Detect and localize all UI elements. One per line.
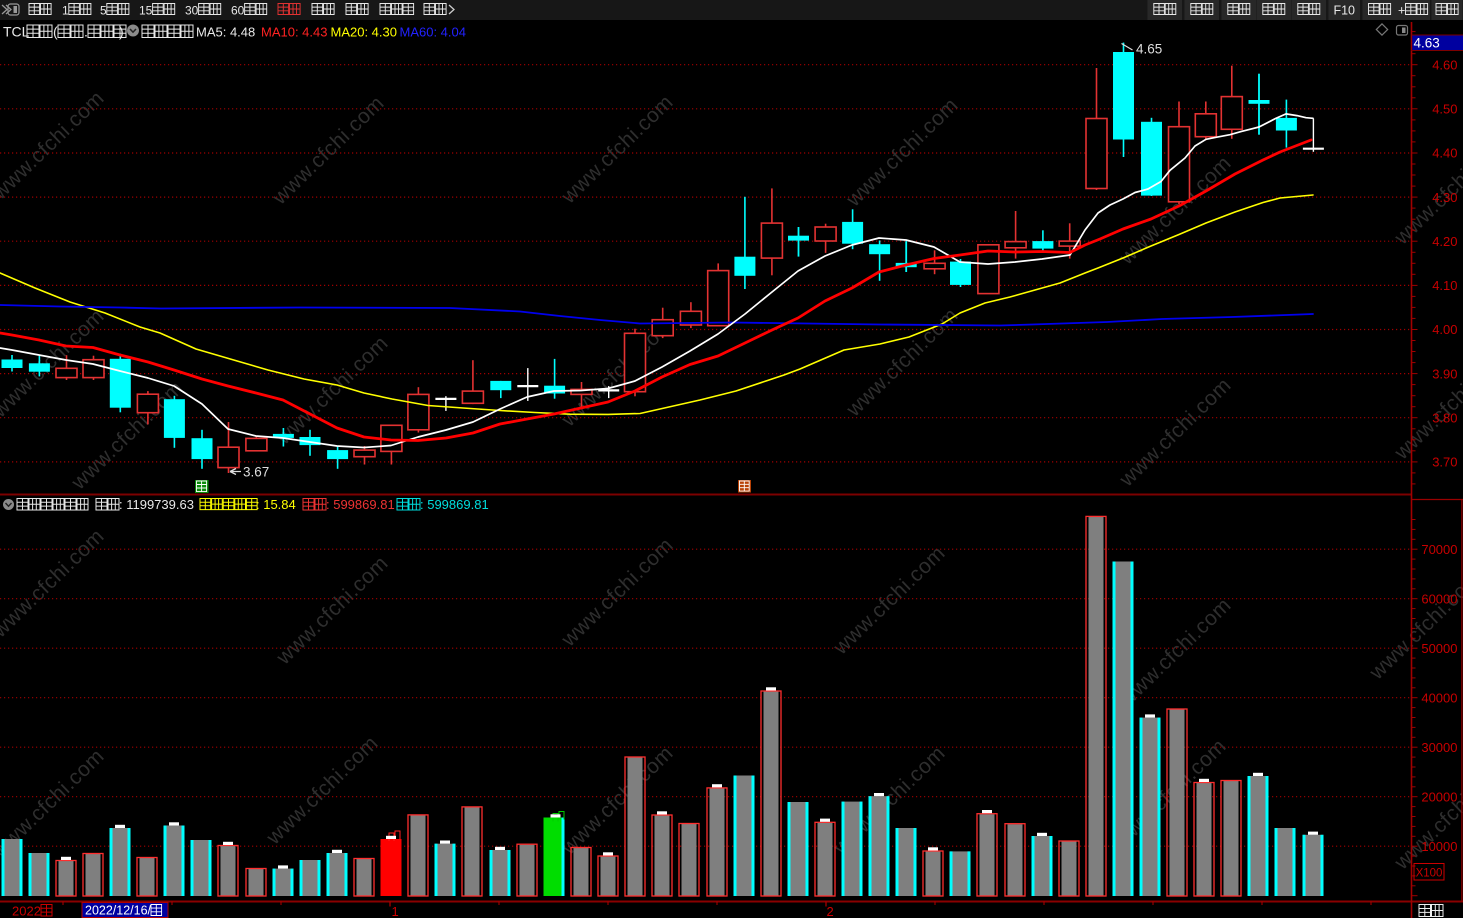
svg-text:2022: 2022 (12, 904, 41, 918)
svg-text:2022/12/16/: 2022/12/16/ (85, 904, 152, 918)
svg-text:+: + (1398, 4, 1405, 18)
svg-text:: 599869.81: : 599869.81 (326, 497, 395, 512)
svg-text:MA20: 4.30: MA20: 4.30 (331, 25, 398, 40)
svg-text:4.60: 4.60 (1432, 57, 1457, 72)
svg-text:4.40: 4.40 (1432, 146, 1457, 161)
svg-text:50000: 50000 (1421, 641, 1457, 656)
svg-text:X100: X100 (1416, 868, 1443, 880)
svg-text:4.50: 4.50 (1432, 102, 1457, 117)
svg-text:3.70: 3.70 (1432, 455, 1457, 470)
svg-text:4.63: 4.63 (1414, 36, 1440, 51)
svg-text:60000: 60000 (1421, 591, 1457, 606)
svg-text:30: 30 (185, 4, 199, 18)
svg-text:30000: 30000 (1421, 740, 1457, 755)
svg-text:F10: F10 (1333, 4, 1355, 18)
svg-text:: 15.84: : 15.84 (256, 497, 296, 512)
svg-text:2: 2 (827, 904, 834, 918)
svg-text:(: ( (53, 24, 58, 40)
svg-text:3.90: 3.90 (1432, 366, 1457, 381)
svg-text:3.67: 3.67 (243, 465, 269, 480)
svg-text:MA10: 4.43: MA10: 4.43 (261, 25, 328, 40)
svg-text:: 599869.81: : 599869.81 (420, 497, 489, 512)
svg-text:MA5: 4.48: MA5: 4.48 (196, 25, 255, 40)
svg-text:4.00: 4.00 (1432, 322, 1457, 337)
svg-text:1: 1 (392, 904, 399, 918)
svg-text:70000: 70000 (1421, 542, 1457, 557)
svg-text:1: 1 (62, 4, 69, 18)
svg-text:TCL: TCL (3, 24, 30, 40)
svg-text:4.10: 4.10 (1432, 278, 1457, 293)
svg-text:: 1199739.63: : 1199739.63 (119, 497, 194, 512)
svg-text:4.65: 4.65 (1136, 42, 1162, 57)
svg-text:15: 15 (139, 4, 153, 18)
svg-text:4.20: 4.20 (1432, 234, 1457, 249)
svg-text:5: 5 (100, 4, 107, 18)
svg-text:10000: 10000 (1421, 839, 1457, 854)
svg-text:3.80: 3.80 (1432, 410, 1457, 425)
svg-text:.: . (84, 24, 88, 40)
svg-text:MA60: 4.04: MA60: 4.04 (400, 25, 467, 40)
svg-text:20000: 20000 (1421, 789, 1457, 804)
svg-text:40000: 40000 (1421, 690, 1457, 705)
svg-text:60: 60 (231, 4, 245, 18)
svg-text:4.30: 4.30 (1432, 190, 1457, 205)
svg-text:): ) (119, 24, 124, 40)
